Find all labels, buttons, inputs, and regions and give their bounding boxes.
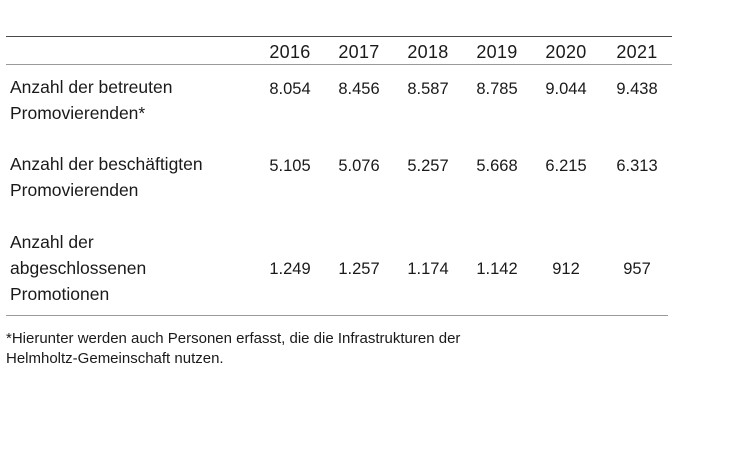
- row-label-line: Promovierenden: [10, 180, 139, 200]
- table-cell: 5.668: [476, 157, 518, 175]
- footnote-line: *Hierunter werden auch Personen erfasst,…: [6, 330, 461, 347]
- row-label-line: Anzahl der: [10, 232, 94, 252]
- table-cell: 5.076: [338, 157, 380, 175]
- table-cell: 1.142: [476, 260, 518, 278]
- year-header-2021: 2021: [616, 42, 658, 62]
- table-cell: 9.044: [545, 80, 587, 98]
- table-header-rule: [6, 64, 672, 65]
- table-bottom-rule: [6, 315, 668, 316]
- table-cell: 1.174: [407, 260, 449, 278]
- row-label-beschaeftigte-promovierende: Anzahl der beschäftigten Promovierenden: [10, 151, 250, 203]
- row-label-betreute-promovierende: Anzahl der betreuten Promovierenden*: [10, 74, 250, 126]
- row-label-line: Anzahl der betreuten: [10, 77, 173, 97]
- year-header-2017: 2017: [338, 42, 380, 62]
- table-cell: 6.313: [616, 157, 658, 175]
- footnote-line: Helmholtz-Gemeinschaft nutzen.: [6, 350, 224, 367]
- table-cell: 8.054: [269, 80, 311, 98]
- row-label-line: abgeschlossenen: [10, 258, 147, 278]
- table-cell: 5.257: [407, 157, 449, 175]
- row-label-line: Promotionen: [10, 284, 110, 304]
- table-cell: 8.785: [476, 80, 518, 98]
- table-cell: 957: [623, 260, 651, 278]
- year-header-2018: 2018: [407, 42, 449, 62]
- table-top-rule: [6, 36, 672, 37]
- table-cell: 1.257: [338, 260, 380, 278]
- table-cell: 9.438: [616, 80, 658, 98]
- table-cell: 5.105: [269, 157, 311, 175]
- row-label-line: Promovierenden*: [10, 103, 146, 123]
- table-cell: 6.215: [545, 157, 587, 175]
- row-label-abgeschlossene-promotionen: Anzahl der abgeschlossenen Promotionen: [10, 229, 250, 307]
- year-header-2019: 2019: [476, 42, 518, 62]
- year-header-2020: 2020: [545, 42, 587, 62]
- table-cell: 912: [552, 260, 580, 278]
- table-cell: 8.456: [338, 80, 380, 98]
- row-label-line: Anzahl der beschäftigten: [10, 154, 203, 174]
- table-cell: 8.587: [407, 80, 449, 98]
- table-cell: 1.249: [269, 260, 311, 278]
- year-header-2016: 2016: [269, 42, 311, 62]
- table-footnote: *Hierunter werden auch Personen erfasst,…: [6, 329, 626, 369]
